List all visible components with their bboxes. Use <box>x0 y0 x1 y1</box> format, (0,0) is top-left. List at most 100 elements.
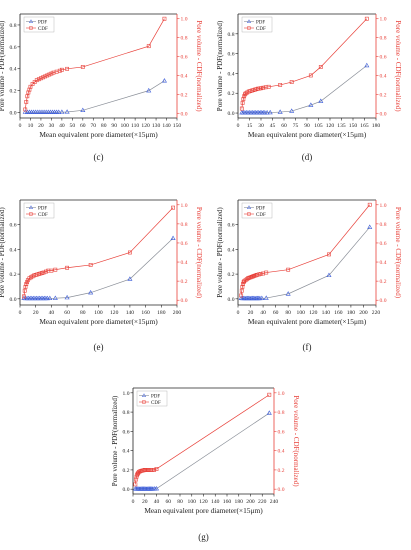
pdf-point <box>47 295 53 301</box>
cdf-point <box>65 265 70 270</box>
cdf-point <box>34 78 39 83</box>
y-right-axis-title: Pore volume - CDF(normalized) <box>394 207 402 299</box>
legend-label: PDF <box>38 206 47 211</box>
y-right-tick-label: 1.0 <box>380 203 387 209</box>
legend-pdf-marker <box>246 205 252 209</box>
cdf-point <box>146 44 151 49</box>
cdf-point <box>286 267 291 272</box>
x-tick-label: 75 <box>293 123 299 129</box>
panel-label: (e) <box>94 342 104 352</box>
y-left-tick-label: 0.6 <box>10 45 17 51</box>
x-tick-label: 220 <box>258 499 267 505</box>
panel-label: (d) <box>302 152 313 162</box>
cdf-point <box>241 282 245 286</box>
pdf-point <box>59 109 65 114</box>
y-right-tick-label: 0.8 <box>380 36 387 42</box>
x-tick-label: 15 <box>247 123 253 129</box>
y-left-tick-label: 0.4 <box>10 247 17 253</box>
cdf-point <box>49 268 54 273</box>
y-right-tick-label: 0.6 <box>278 429 285 435</box>
y-left-tick-label: 0.6 <box>10 223 17 229</box>
cdf-point <box>261 85 266 90</box>
legend-cdf-marker <box>29 212 33 216</box>
y-right-tick-label: 0.8 <box>278 410 285 416</box>
x-tick-label: 80 <box>177 499 183 505</box>
y-left-tick-label: 0.4 <box>10 67 17 73</box>
cdf-point <box>264 270 269 275</box>
y-left-tick-label: 0.0 <box>123 487 130 493</box>
pdf-point <box>266 410 272 415</box>
x-tick-label: 110 <box>131 123 139 129</box>
cdf-point <box>134 474 139 479</box>
y-left-tick-label: 0.2 <box>228 91 235 97</box>
cdf-point <box>23 284 28 289</box>
cdf-point <box>242 279 247 284</box>
pdf-point <box>277 109 283 114</box>
pdf-series-line <box>241 226 370 299</box>
cdf-point <box>258 272 263 276</box>
cdf-point <box>152 468 157 472</box>
x-tick-label: 80 <box>80 310 86 316</box>
x-tick-label: 80 <box>101 123 107 129</box>
x-tick-label: 200 <box>246 499 255 505</box>
x-tick-label: 10 <box>28 123 34 129</box>
legend-label: CDF <box>256 213 266 218</box>
cdf-point <box>26 90 31 95</box>
y-right-tick-label: 0.4 <box>380 73 387 79</box>
cdf-point <box>239 106 244 111</box>
x-tick-label: 100 <box>297 310 306 316</box>
legend-pdf-marker <box>141 393 147 397</box>
y-left-tick-label: 0.0 <box>10 111 17 117</box>
x-tick-label: 140 <box>322 310 331 316</box>
cdf-series-line <box>135 394 270 485</box>
y-right-tick-label: 0.0 <box>278 487 285 493</box>
y-right-tick-label: 0.6 <box>181 55 188 61</box>
cdf-point <box>41 75 45 80</box>
pdf-point <box>263 295 269 300</box>
y-left-tick-label: 1.0 <box>123 391 130 397</box>
x-tick-label: 200 <box>173 310 182 316</box>
x-tick-label: 180 <box>157 310 166 316</box>
cdf-point <box>267 392 272 397</box>
cdf-point <box>318 65 323 69</box>
cdf-point <box>25 94 30 99</box>
x-axis-title: Mean equivalent pore diameter(×15μm) <box>248 130 367 139</box>
y-right-tick-label: 1.0 <box>380 17 387 23</box>
x-tick-label: 120 <box>141 123 150 129</box>
y-right-tick-label: 0.2 <box>181 279 188 285</box>
y-right-tick-label: 0.2 <box>380 92 387 98</box>
x-tick-label: 120 <box>110 310 119 316</box>
y-left-tick-label: 0.0 <box>228 111 235 117</box>
x-tick-label: 180 <box>347 310 356 316</box>
chart-panel-d: 0 15 30 45 60 75 90 105 120 135 150 165 180 0.0 0.2 0.4… <box>216 13 402 162</box>
pdf-point <box>308 102 314 107</box>
x-tick-label: 180 <box>235 499 244 505</box>
pdf-point <box>259 295 265 301</box>
x-tick-label: 45 <box>270 123 276 129</box>
legend-cdf-marker <box>247 26 251 30</box>
pdf-point <box>161 78 167 83</box>
pdf-point <box>289 108 295 113</box>
y-left-tick-label: 0.6 <box>123 429 130 435</box>
x-tick-label: 20 <box>38 123 44 129</box>
cdf-point <box>24 282 29 286</box>
cdf-point <box>133 482 138 487</box>
legend: PDF CDF <box>23 16 55 33</box>
cdf-point <box>154 467 159 471</box>
x-tick-label: 120 <box>309 310 318 316</box>
x-tick-label: 70 <box>90 123 96 129</box>
cdf-point <box>171 205 175 210</box>
legend-label: PDF <box>256 20 265 25</box>
chart-panel-e: 0 20 40 60 80 100 120 140 160 180 200 0.0 0.2 0.4 0.6 0… <box>0 199 203 352</box>
cdf-point <box>308 73 313 78</box>
cdf-point <box>53 267 58 272</box>
y-left-tick-label: 0.4 <box>228 247 235 253</box>
x-tick-label: 30 <box>49 123 55 129</box>
x-tick-label: 40 <box>59 123 65 129</box>
cdf-point <box>251 274 255 279</box>
legend-label: CDF <box>256 27 266 32</box>
cdf-point <box>249 274 254 279</box>
y-right-tick-label: 1.0 <box>278 391 285 397</box>
y-right-tick-label: 0.6 <box>181 241 188 247</box>
y-left-tick-label: 0.0 <box>10 297 17 303</box>
